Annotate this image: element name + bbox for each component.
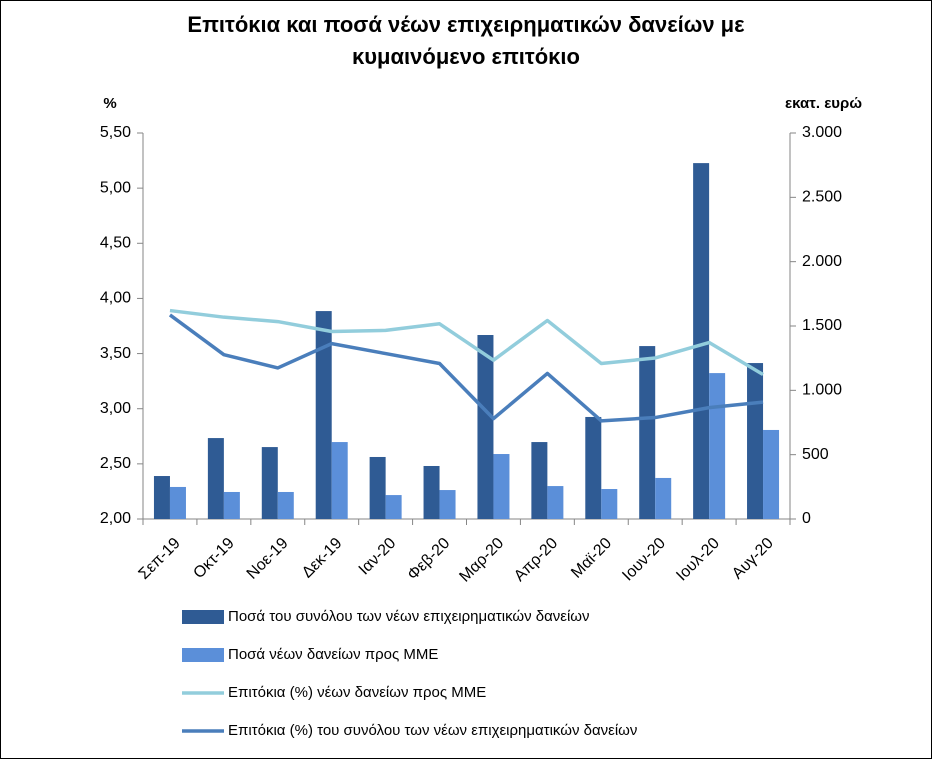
chart-title: Επιτόκια και ποσά νέων επιχειρηματικών δ… — [187, 12, 745, 37]
y-tick-label: 4,50 — [100, 235, 131, 252]
bar — [315, 311, 332, 519]
y2-tick-label: 2.000 — [802, 253, 842, 270]
bar — [169, 486, 186, 519]
y2-tick-label: 1.000 — [802, 382, 842, 399]
bar — [277, 491, 294, 519]
chart-title: κυμαινόμενο επιτόκιο — [352, 44, 580, 69]
y-tick-label: 2,50 — [100, 455, 131, 472]
bar — [693, 163, 710, 519]
legend-label: Επιτόκια (%) του συνόλου των νέων επιχει… — [228, 722, 637, 739]
y2-tick-label: 1.500 — [802, 317, 842, 334]
bar — [153, 476, 170, 519]
bar — [207, 438, 224, 519]
legend-label: Ποσά νέων δανείων προς ΜΜΕ — [228, 646, 438, 663]
bar — [655, 477, 672, 519]
bar — [547, 486, 564, 519]
bar — [747, 363, 764, 519]
bar — [531, 442, 548, 519]
bar — [709, 373, 726, 519]
bar — [601, 489, 618, 519]
y-tick-label: 5,00 — [100, 179, 131, 196]
y2-tick-label: 2.500 — [802, 189, 842, 206]
y-axis-label: % — [103, 95, 116, 112]
y-tick-label: 3,50 — [100, 345, 131, 362]
legend-label: Επιτόκια (%) νέων δανείων προς ΜΜΕ — [228, 684, 486, 701]
y2-tick-label: 0 — [802, 510, 811, 527]
bar — [763, 429, 780, 519]
y-tick-label: 4,00 — [100, 290, 131, 307]
bar — [477, 335, 494, 519]
bar — [385, 495, 402, 519]
bar — [423, 465, 440, 519]
legend-swatch — [182, 610, 224, 624]
y2-axis-label: εκατ. ευρώ — [785, 95, 862, 112]
bar — [261, 447, 278, 519]
bar — [639, 346, 656, 519]
y2-tick-label: 3.000 — [802, 124, 842, 141]
y2-tick-label: 500 — [802, 446, 829, 463]
y-tick-label: 2,00 — [100, 510, 131, 527]
bar — [223, 491, 240, 519]
line — [168, 313, 764, 423]
bar — [331, 442, 348, 519]
line — [169, 308, 764, 377]
legend-swatch — [182, 648, 224, 662]
bar — [493, 454, 510, 519]
y-tick-label: 3,00 — [100, 400, 131, 417]
bar — [585, 416, 602, 519]
bar — [439, 490, 456, 519]
y-tick-label: 5,50 — [100, 124, 131, 141]
legend-label: Ποσά του συνόλου των νέων επιχειρηματικώ… — [228, 608, 590, 625]
bar — [369, 456, 386, 519]
